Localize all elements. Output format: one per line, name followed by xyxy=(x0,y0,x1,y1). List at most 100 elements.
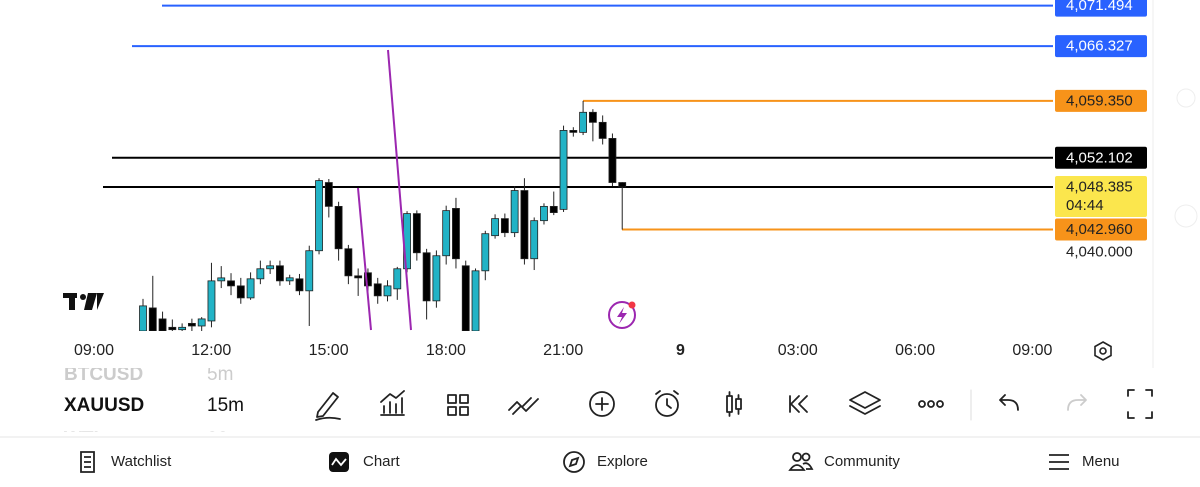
price-label-bg xyxy=(1055,175,1147,217)
candle-body xyxy=(168,326,177,331)
undo[interactable] xyxy=(999,394,1019,411)
price-label-bg xyxy=(1055,0,1147,17)
candle-body xyxy=(227,280,235,287)
candle-body xyxy=(354,275,363,279)
add[interactable] xyxy=(589,391,615,417)
candle-body xyxy=(412,213,421,254)
edge-handle xyxy=(1176,88,1196,108)
candle-body xyxy=(383,285,392,297)
candle-body xyxy=(285,277,294,282)
candle-body xyxy=(344,248,353,277)
fullscreen[interactable] xyxy=(1127,389,1153,419)
symbol-list[interactable]: BTCUSD 5m WTI 30m XAUUSD 15m xyxy=(64,364,244,450)
candle-body xyxy=(324,182,333,207)
candle-body xyxy=(549,205,558,213)
candle-body xyxy=(139,305,147,331)
candle-body xyxy=(197,318,206,327)
symbol[interactable]: XAUUSD xyxy=(64,395,144,416)
price-label-bg xyxy=(1055,35,1147,58)
time-axis: 09:00 12:00 15:00 18:00 21:00 9 03:00 06:00 09:0… xyxy=(74,342,1053,359)
candle-body xyxy=(236,285,245,299)
time-label: 09:00 xyxy=(1012,342,1052,359)
candle-body xyxy=(618,182,627,188)
price-label-bg xyxy=(1055,146,1147,169)
time-label: 15:00 xyxy=(309,342,349,359)
candle-body xyxy=(510,190,519,234)
nav-item[interactable]: Explore xyxy=(597,453,648,470)
trend-line[interactable] xyxy=(357,187,372,331)
interval[interactable]: 30m xyxy=(207,429,244,450)
indicators[interactable] xyxy=(380,390,405,416)
draw-tool[interactable] xyxy=(315,392,341,421)
plot-area xyxy=(103,4,1053,331)
nav-item[interactable]: Community xyxy=(824,453,900,470)
redo[interactable] xyxy=(1067,394,1087,411)
candle-body xyxy=(461,265,470,331)
candle-body xyxy=(500,218,509,234)
candle-body xyxy=(217,277,226,282)
logo xyxy=(63,293,104,310)
time-label: 21:00 xyxy=(543,342,583,359)
countdown: 04:44 xyxy=(1066,197,1104,214)
price-tick-label: 4,040.000 xyxy=(1066,244,1133,261)
price-label-bg xyxy=(1055,218,1147,241)
interval[interactable]: 5m xyxy=(207,364,233,385)
candle-body xyxy=(540,205,548,222)
time-label: 09:00 xyxy=(74,342,114,359)
price-label: 4,059.350 xyxy=(1066,92,1133,109)
candle-body xyxy=(266,265,275,270)
candle-body xyxy=(452,208,460,260)
nav-item[interactable]: Chart xyxy=(363,453,401,470)
candle-body xyxy=(491,218,499,237)
compare[interactable] xyxy=(508,397,539,415)
templates[interactable] xyxy=(447,394,469,416)
chart-type[interactable] xyxy=(726,391,742,417)
candle-body xyxy=(471,270,480,331)
candle-body xyxy=(207,280,216,322)
price-label: 4,048.385 xyxy=(1066,178,1133,195)
time-label: 9 xyxy=(676,342,685,359)
candle-body xyxy=(569,130,578,133)
time-label: 12:00 xyxy=(191,342,231,359)
nav-item[interactable]: Menu xyxy=(1082,453,1120,470)
price-label: 4,071.494 xyxy=(1066,0,1133,14)
interval[interactable]: 15m xyxy=(207,395,244,416)
candle-body xyxy=(256,268,265,280)
replay[interactable] xyxy=(789,395,808,413)
alert-icon[interactable] xyxy=(608,301,636,329)
candle-body xyxy=(158,318,167,331)
candle-body xyxy=(276,265,284,282)
time-label: 18:00 xyxy=(426,342,466,359)
candle-body xyxy=(520,190,529,260)
candle-body xyxy=(442,210,451,257)
toolbar xyxy=(315,389,1153,421)
edge-handle xyxy=(1174,204,1198,228)
trend-line[interactable] xyxy=(387,49,412,331)
candle-body xyxy=(246,278,255,299)
settings-icon[interactable] xyxy=(1094,341,1112,361)
nav-icons xyxy=(80,451,1069,473)
nav-item[interactable]: Watchlist xyxy=(111,453,172,470)
candle-body xyxy=(559,130,568,210)
symbol[interactable]: WTI xyxy=(64,429,99,450)
more[interactable] xyxy=(918,400,926,408)
candle-body xyxy=(608,138,617,183)
candle-body xyxy=(432,255,441,302)
candle-body xyxy=(530,220,539,260)
candle-body xyxy=(315,180,323,252)
price-label: 4,052.102 xyxy=(1066,149,1133,166)
symbol[interactable]: BTCUSD xyxy=(64,364,143,385)
alert[interactable] xyxy=(655,393,679,417)
candle-body xyxy=(393,268,402,290)
candle-body xyxy=(148,307,157,331)
price-label: 4,042.960 xyxy=(1066,221,1133,238)
price-label-bg xyxy=(1055,89,1147,112)
candle-body xyxy=(588,111,597,123)
candle-body xyxy=(305,250,314,292)
candle-body xyxy=(422,252,431,302)
layers[interactable] xyxy=(849,391,881,415)
candle-body xyxy=(187,322,196,327)
